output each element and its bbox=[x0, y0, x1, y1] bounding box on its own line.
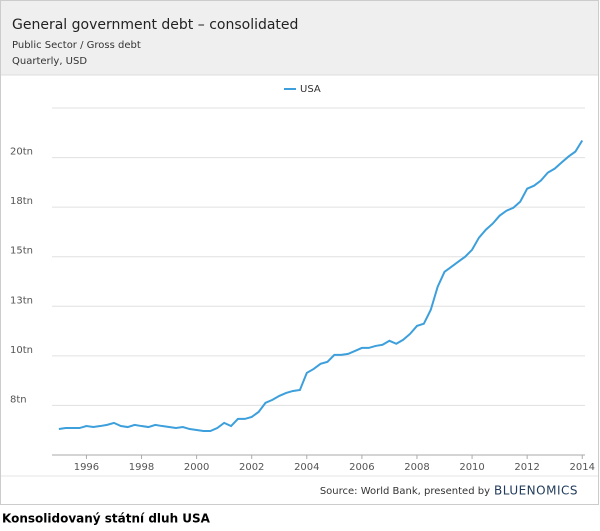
x-tick-label: 2014 bbox=[570, 462, 595, 473]
x-tick-label: 2002 bbox=[239, 462, 264, 473]
x-tick-label: 2008 bbox=[404, 462, 429, 473]
y-tick-label: 13tn bbox=[10, 295, 33, 306]
header-bg bbox=[1, 1, 598, 75]
y-tick-label: 10tn bbox=[10, 345, 33, 356]
y-tick-label: 15tn bbox=[10, 246, 33, 257]
y-tick-label: 20tn bbox=[10, 147, 33, 158]
source: Source: World Bank, presented by bbox=[320, 486, 490, 497]
x-tick-label: 2006 bbox=[349, 462, 374, 473]
frequency-note: Quarterly, USD bbox=[12, 56, 87, 67]
brand: BLUENOMICS bbox=[494, 484, 578, 498]
y-tick-label: 8tn bbox=[10, 394, 27, 405]
chart-title: General government debt – consolidated bbox=[12, 17, 298, 33]
legend-label: USA bbox=[300, 84, 321, 95]
series-line bbox=[58, 139, 584, 433]
x-tick-label: 2004 bbox=[294, 462, 319, 473]
x-tick-label: 2010 bbox=[459, 462, 484, 473]
frame bbox=[0, 0, 599, 505]
x-tick-label: 2012 bbox=[514, 462, 539, 473]
caption: Konsolidovaný státní dluh USA bbox=[2, 512, 211, 526]
x-tick-label: 2000 bbox=[184, 462, 209, 473]
x-tick-label: 1996 bbox=[74, 462, 99, 473]
subtitle: Public Sector / Gross debt bbox=[12, 40, 141, 51]
x-tick-label: 1998 bbox=[129, 462, 154, 473]
y-tick-label: 18tn bbox=[10, 196, 33, 207]
